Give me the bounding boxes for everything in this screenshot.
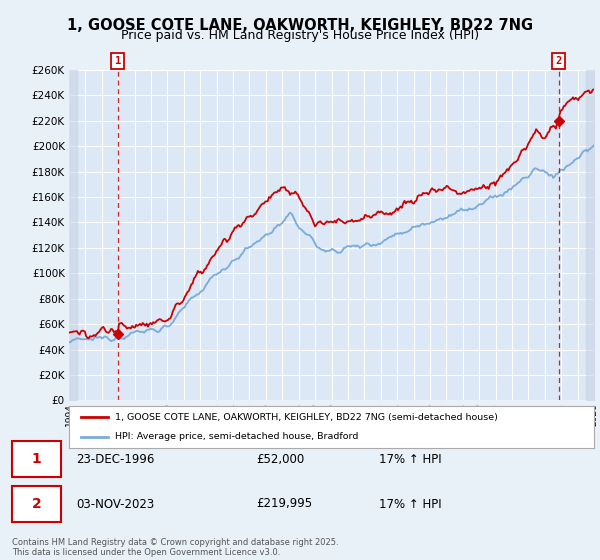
Text: £52,000: £52,000: [256, 452, 305, 466]
Text: HPI: Average price, semi-detached house, Bradford: HPI: Average price, semi-detached house,…: [115, 432, 359, 441]
Text: 17% ↑ HPI: 17% ↑ HPI: [379, 497, 441, 511]
Text: 1, GOOSE COTE LANE, OAKWORTH, KEIGHLEY, BD22 7NG (semi-detached house): 1, GOOSE COTE LANE, OAKWORTH, KEIGHLEY, …: [115, 413, 498, 422]
FancyBboxPatch shape: [12, 441, 61, 477]
Text: Contains HM Land Registry data © Crown copyright and database right 2025.
This d: Contains HM Land Registry data © Crown c…: [12, 538, 338, 557]
Text: 1: 1: [32, 452, 41, 466]
Text: 1, GOOSE COTE LANE, OAKWORTH, KEIGHLEY, BD22 7NG: 1, GOOSE COTE LANE, OAKWORTH, KEIGHLEY, …: [67, 18, 533, 33]
Text: 03-NOV-2023: 03-NOV-2023: [76, 497, 154, 511]
Text: 23-DEC-1996: 23-DEC-1996: [76, 452, 154, 466]
Text: 17% ↑ HPI: 17% ↑ HPI: [379, 452, 441, 466]
Text: 1: 1: [115, 56, 121, 66]
Text: Price paid vs. HM Land Registry's House Price Index (HPI): Price paid vs. HM Land Registry's House …: [121, 29, 479, 42]
FancyBboxPatch shape: [12, 486, 61, 522]
Text: £219,995: £219,995: [256, 497, 313, 511]
Text: 2: 2: [32, 497, 41, 511]
Text: 2: 2: [556, 56, 562, 66]
